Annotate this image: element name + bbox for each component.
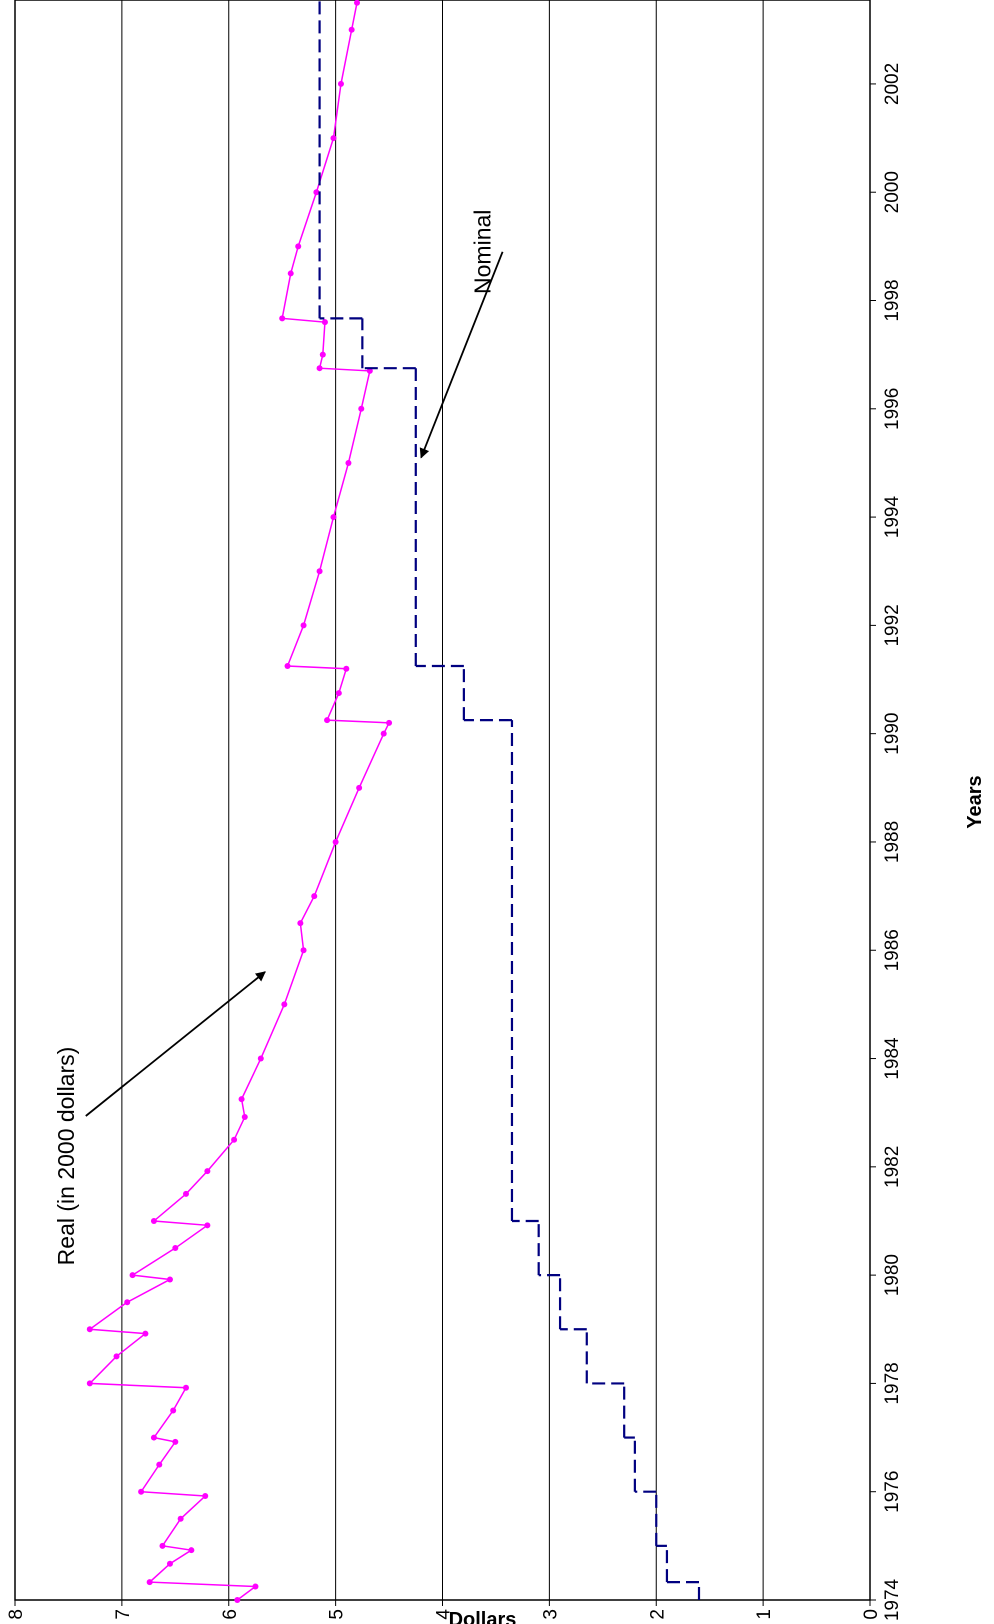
y-axis-title: Dollars bbox=[449, 1609, 517, 1624]
rotated-plot: 0 1 2 3 4 5 6 7 8 1974 1976 1978 1980 1982 1984 1986 198… bbox=[6, 0, 986, 1624]
x-tick-label: 1988 bbox=[882, 821, 903, 863]
point bbox=[330, 135, 337, 142]
point bbox=[241, 1114, 248, 1121]
point bbox=[166, 1276, 173, 1283]
x-tick-label: 1976 bbox=[882, 1471, 903, 1513]
y-tick-label: 2 bbox=[647, 1609, 668, 1620]
x-tick-label: 1990 bbox=[882, 713, 903, 755]
point bbox=[366, 367, 373, 374]
point bbox=[172, 1438, 179, 1445]
point bbox=[287, 270, 294, 277]
point bbox=[337, 80, 344, 87]
annotation-arrow bbox=[419, 251, 504, 459]
x-tick-label: 2000 bbox=[882, 171, 903, 213]
point bbox=[113, 1353, 120, 1360]
x-tick-label: 1994 bbox=[882, 496, 903, 539]
point bbox=[281, 1001, 288, 1008]
x-tick-label: 1998 bbox=[882, 279, 903, 321]
x-tick-label: 1984 bbox=[882, 1037, 903, 1080]
y-tick-label: 0 bbox=[861, 1609, 882, 1620]
point bbox=[345, 459, 352, 466]
point bbox=[386, 719, 393, 726]
x-tick-label: 1974 bbox=[882, 1578, 903, 1621]
point bbox=[159, 1542, 166, 1549]
point bbox=[324, 717, 331, 724]
y-tick-label: 8 bbox=[6, 1609, 27, 1620]
point bbox=[234, 1597, 241, 1603]
point bbox=[279, 315, 286, 322]
point bbox=[231, 1136, 238, 1143]
point bbox=[188, 1547, 195, 1554]
x-tick-label: 1980 bbox=[882, 1254, 903, 1296]
point bbox=[348, 26, 355, 33]
point bbox=[142, 1330, 149, 1337]
y-tick-label: 1 bbox=[754, 1609, 775, 1620]
point bbox=[238, 1096, 245, 1103]
point bbox=[150, 1217, 157, 1224]
point bbox=[335, 690, 342, 697]
point bbox=[124, 1299, 131, 1306]
point bbox=[202, 1493, 209, 1500]
point bbox=[284, 662, 291, 669]
point bbox=[150, 1434, 157, 1441]
point bbox=[129, 1272, 136, 1279]
point bbox=[300, 947, 307, 954]
point bbox=[380, 730, 387, 737]
y-tick-label: 7 bbox=[113, 1609, 134, 1620]
point bbox=[177, 1515, 184, 1522]
x-tick-label: 2002 bbox=[882, 63, 903, 105]
point bbox=[356, 784, 363, 791]
point bbox=[321, 319, 328, 326]
point bbox=[204, 1168, 211, 1175]
point bbox=[146, 1579, 153, 1586]
x-tick-label: 1978 bbox=[882, 1362, 903, 1404]
point bbox=[313, 189, 320, 196]
point bbox=[311, 893, 318, 900]
point bbox=[297, 920, 304, 927]
y-tick-label: 5 bbox=[327, 1609, 348, 1620]
point bbox=[332, 838, 339, 845]
point bbox=[300, 622, 307, 629]
point bbox=[183, 1384, 189, 1391]
point bbox=[156, 1461, 163, 1468]
point bbox=[252, 1583, 259, 1590]
point bbox=[354, 0, 360, 6]
y-tick-label: 3 bbox=[540, 1609, 561, 1620]
plot-frame bbox=[14, 0, 871, 1601]
x-tick-label: 1992 bbox=[882, 604, 903, 646]
point bbox=[343, 665, 350, 672]
point bbox=[358, 405, 365, 412]
point bbox=[204, 1222, 211, 1229]
point bbox=[319, 351, 326, 358]
point bbox=[86, 1326, 93, 1333]
point bbox=[295, 243, 302, 250]
x-tick-label: 1996 bbox=[882, 388, 903, 430]
x-tick-label: 1982 bbox=[882, 1146, 903, 1188]
point bbox=[138, 1488, 145, 1495]
x-axis-title: Years bbox=[964, 775, 986, 828]
annotation-arrow bbox=[85, 971, 266, 1117]
line bbox=[87, 2, 391, 1601]
point bbox=[86, 1380, 93, 1387]
point bbox=[166, 1560, 173, 1567]
point bbox=[316, 365, 323, 372]
point bbox=[330, 514, 337, 521]
point bbox=[170, 1407, 177, 1414]
point bbox=[316, 568, 323, 575]
point bbox=[257, 1055, 264, 1062]
annotation: Real (in 2000 dollars) bbox=[53, 1047, 79, 1266]
point bbox=[172, 1245, 179, 1252]
y-tick-label: 6 bbox=[220, 1609, 241, 1620]
x-tick-label: 1986 bbox=[882, 929, 903, 971]
y-tick-label: 4 bbox=[434, 1609, 455, 1620]
point bbox=[183, 1190, 189, 1197]
